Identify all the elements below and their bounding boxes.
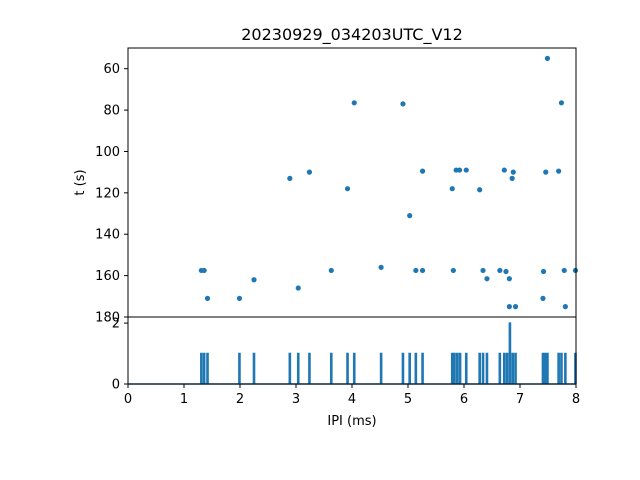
scatter-point — [562, 304, 568, 310]
scatter-point — [506, 276, 512, 282]
scatter-y-tick-label: 180 — [95, 311, 120, 326]
scatter-point — [306, 169, 313, 175]
scatter-point — [556, 168, 562, 174]
histogram-y-tick-label: 2 — [112, 317, 120, 332]
histogram-x-tick-label: 3 — [292, 392, 300, 407]
chart-title: 20230929_034203UTC_V12 — [241, 25, 463, 45]
scatter-y-tick-label: 120 — [95, 186, 120, 201]
scatter-point — [413, 267, 419, 274]
histogram-x-tick-label: 6 — [460, 392, 468, 407]
scatter-point — [344, 186, 351, 192]
scatter-point — [201, 267, 207, 274]
scatter-point — [540, 295, 546, 301]
histogram-x-tick-label: 2 — [236, 392, 244, 407]
scatter-point — [419, 267, 426, 274]
scatter-panel: 60 80 100 120 140 160 180 t (s) — [73, 47, 579, 326]
scatter-point — [512, 304, 519, 310]
scatter-point — [450, 267, 456, 274]
scatter-point — [449, 186, 455, 192]
scatter-point — [503, 268, 509, 275]
scatter-point — [400, 101, 406, 107]
histogram-y-tick-label: 0 — [112, 378, 120, 393]
scatter-point — [328, 267, 334, 274]
scatter-y-ticks: 60 80 100 120 140 160 180 — [95, 62, 128, 326]
scatter-point — [419, 168, 426, 174]
scatter-point — [287, 175, 293, 181]
histogram-x-tick-label: 5 — [404, 392, 412, 407]
scatter-point — [295, 285, 301, 291]
scatter-y-axis-label: t (s) — [73, 169, 88, 195]
histogram-x-tick-label: 1 — [180, 392, 188, 407]
scatter-point — [236, 295, 243, 301]
histogram-frame — [127, 316, 577, 385]
scatter-point — [351, 100, 357, 106]
scatter-point — [544, 55, 551, 61]
scatter-point — [463, 167, 469, 173]
scatter-point — [477, 187, 483, 193]
scatter-point — [251, 277, 257, 283]
scatter-point — [510, 169, 516, 175]
scatter-y-tick-label: 80 — [103, 104, 120, 119]
scatter-point — [480, 267, 486, 274]
scatter-point — [456, 167, 463, 173]
histogram-x-ticks: 0 1 2 3 4 5 6 7 8 — [124, 384, 580, 407]
scatter-point — [378, 264, 384, 270]
histogram-x-axis-label: IPI (ms) — [327, 414, 376, 429]
scatter-point — [501, 167, 507, 173]
scatter-y-tick-label: 100 — [95, 145, 120, 160]
scatter-y-tick-label: 160 — [95, 269, 120, 284]
histogram-x-tick-label: 7 — [516, 392, 524, 407]
scatter-point — [540, 268, 547, 275]
scatter-point — [558, 100, 565, 106]
scatter-point — [561, 267, 567, 274]
scatter-point — [497, 267, 503, 274]
scatter-point — [407, 213, 413, 219]
scatter-point — [509, 175, 515, 181]
histogram-x-tick-label: 4 — [348, 392, 356, 407]
scatter-y-tick-label: 140 — [95, 228, 120, 243]
scatter-point — [572, 267, 579, 274]
histogram-x-tick-label: 0 — [124, 392, 132, 407]
scatter-point — [506, 304, 512, 310]
scatter-points — [198, 55, 579, 310]
scatter-point — [543, 169, 549, 175]
scatter-point — [484, 276, 490, 282]
scatter-y-tick-label: 60 — [103, 62, 120, 77]
histogram-y-ticks: 02 — [112, 317, 128, 393]
histogram-x-tick-label: 8 — [572, 392, 580, 407]
scatter-point — [204, 295, 211, 301]
